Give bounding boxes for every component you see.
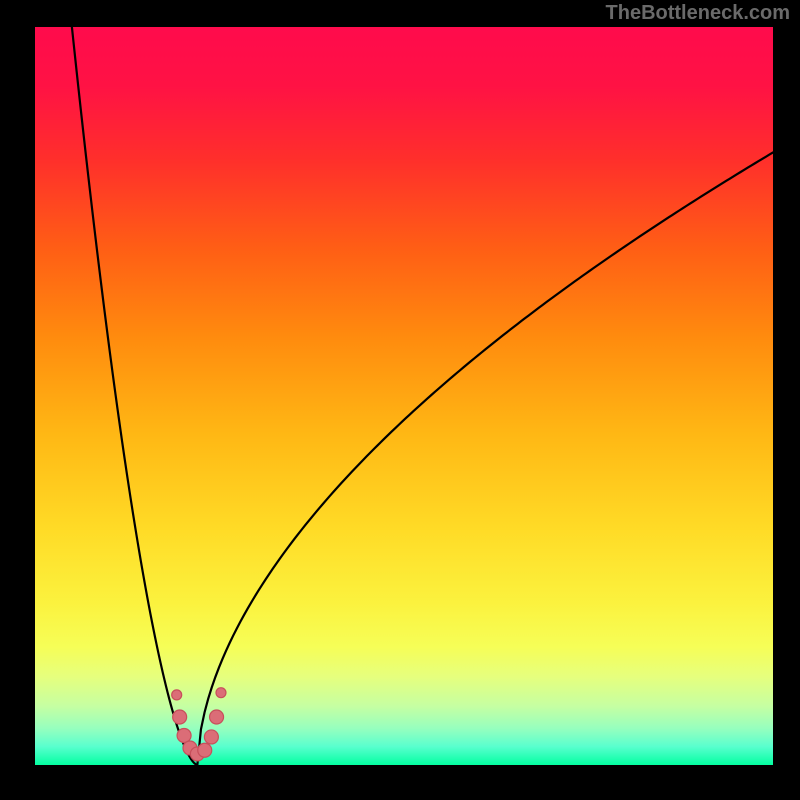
curve-marker	[173, 710, 187, 724]
curve-marker	[177, 728, 191, 742]
curve-path	[72, 27, 773, 765]
watermark-text: TheBottleneck.com	[606, 2, 790, 25]
curve-marker	[172, 690, 182, 700]
curve-marker	[216, 688, 226, 698]
marker-group	[172, 688, 226, 761]
curve-marker	[210, 710, 224, 724]
curve-marker	[198, 743, 212, 757]
curve-marker	[204, 730, 218, 744]
bottleneck-curve	[35, 27, 773, 765]
chart-area	[35, 27, 773, 765]
